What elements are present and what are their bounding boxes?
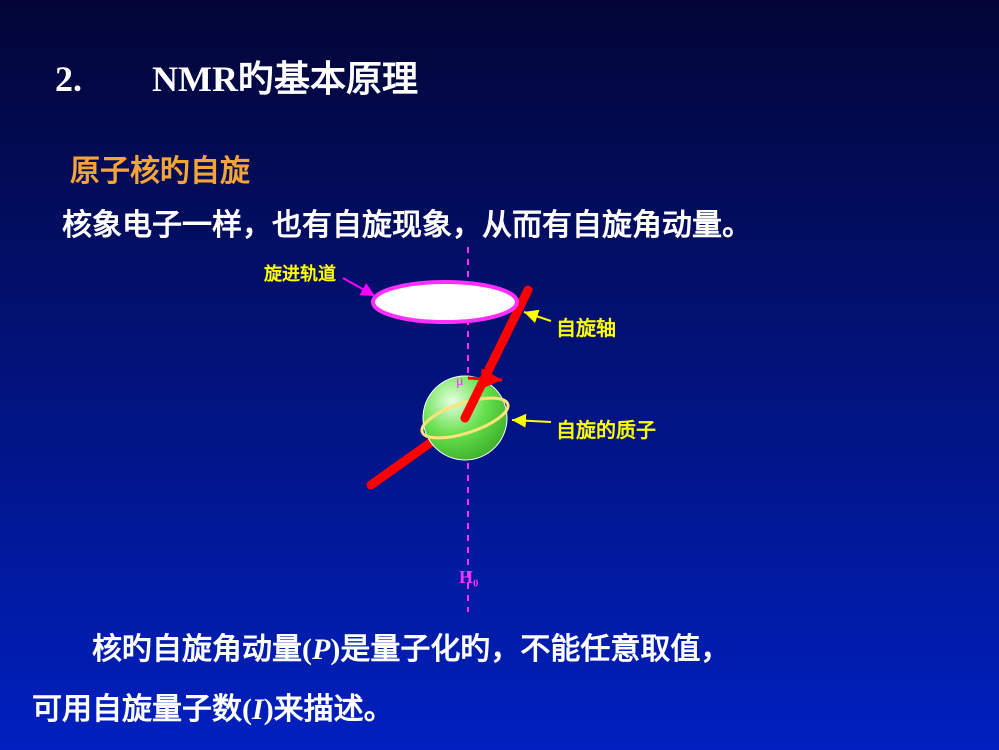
- label-spin-axis: 自旋轴: [556, 312, 616, 341]
- label-h0: H₀: [459, 567, 478, 588]
- italic-var: P: [312, 633, 330, 666]
- body-line: 可用自旋量子数(I)来描述。: [32, 684, 394, 728]
- label-mu: μ: [456, 374, 464, 390]
- slide-root: 2. NMR旳基本原理 原子核旳自旋 核象电子一样，也有自旋现象，从而有自旋角动…: [0, 0, 999, 750]
- italic-var: I: [252, 693, 264, 726]
- label-spinning-proton: 自旋的质子: [556, 414, 656, 443]
- label-precession-orbit: 旋进轨道: [264, 260, 336, 286]
- body-line: 核旳自旋角动量(P)是量子化旳，不能任意取值，: [92, 624, 730, 668]
